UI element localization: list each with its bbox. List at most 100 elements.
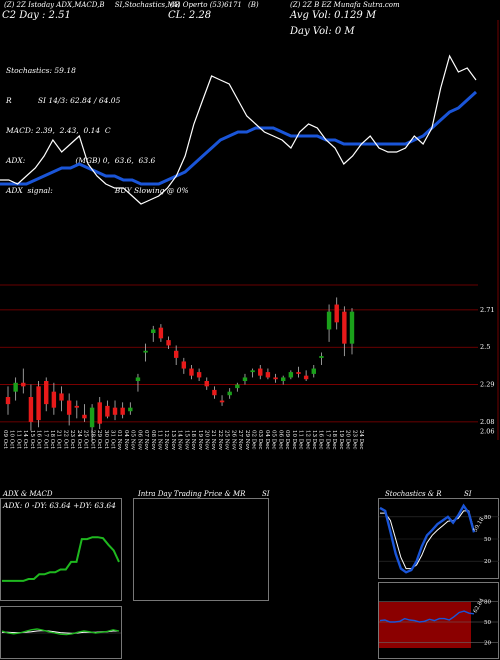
date-label: 12 Nov bbox=[163, 430, 169, 451]
candle-body bbox=[227, 391, 232, 396]
header-site: (Z) 2Z B EZ Munafa Sutra.com bbox=[290, 1, 400, 9]
price-axis-label: 2.5 bbox=[480, 343, 490, 351]
date-label: 08 Nov bbox=[150, 430, 156, 451]
date-label: 27 Nov bbox=[237, 430, 243, 451]
intraday-panel bbox=[133, 498, 269, 601]
date-label: 24 Dec bbox=[358, 430, 364, 450]
date-label: 11 Dec bbox=[298, 430, 304, 450]
date-label: 11 Nov bbox=[157, 430, 163, 451]
candle-body bbox=[235, 384, 240, 389]
date-label: 10 Dec bbox=[291, 430, 297, 450]
candle-body bbox=[281, 377, 286, 381]
header-day-vol: Day Vol: 0 M bbox=[290, 26, 355, 37]
date-label: 13 Nov bbox=[170, 430, 176, 451]
white-price-line bbox=[0, 54, 477, 205]
stoch-panel-title: Stochastics & R bbox=[385, 490, 442, 498]
stoch-axis-label: 80 bbox=[484, 515, 491, 521]
date-label: 14 Nov bbox=[177, 430, 183, 451]
date-label: 22 Oct bbox=[63, 430, 69, 449]
date-label: 16 Oct bbox=[36, 430, 42, 449]
header-close: CL: 2.28 bbox=[168, 10, 212, 21]
stoch-panel-bg bbox=[378, 498, 499, 579]
rsi-axis-label: 50 bbox=[484, 620, 491, 626]
date-label: 18 Dec bbox=[331, 430, 337, 450]
candle-body bbox=[112, 407, 118, 415]
date-label: 16 Dec bbox=[318, 430, 324, 450]
candle-body bbox=[189, 368, 194, 376]
date-label: 29 Nov bbox=[244, 430, 250, 451]
candle-body bbox=[303, 375, 309, 380]
candle-body bbox=[311, 368, 316, 374]
candle-body bbox=[212, 389, 217, 396]
candle-body bbox=[166, 340, 171, 346]
stats-macd: MACD: 2.39, 2.43, 0.14 C bbox=[6, 126, 111, 135]
candle-body bbox=[265, 372, 271, 378]
date-label: 31 Oct bbox=[110, 430, 116, 449]
header-day-close: C2 Day : 2.51 bbox=[2, 10, 71, 21]
date-label: 28 Oct bbox=[89, 430, 95, 449]
stoch-slow-line bbox=[380, 510, 475, 570]
candle-body bbox=[36, 386, 41, 421]
date-label: 04 Dec bbox=[264, 430, 270, 450]
date-label: 20 Nov bbox=[204, 430, 210, 451]
price-axis-label: 2.06 bbox=[480, 427, 494, 435]
date-label: 29 Oct bbox=[96, 430, 102, 449]
candle-body bbox=[219, 400, 225, 403]
date-label: 04 Nov bbox=[123, 430, 129, 451]
candle-body bbox=[89, 407, 95, 428]
price-chart: 2.712.52.292.082.06 09 Oct 10 Oct 11 Oct 14… bbox=[0, 20, 499, 451]
date-label: 25 Oct bbox=[83, 430, 89, 449]
date-label: 15 Nov bbox=[183, 430, 189, 451]
date-label: 17 Oct bbox=[42, 430, 48, 449]
date-label: 06 Nov bbox=[136, 430, 142, 451]
date-label: 18 Nov bbox=[190, 430, 196, 451]
rsi-fill bbox=[379, 602, 471, 648]
date-label: 01 Nov bbox=[116, 430, 122, 451]
date-label: 05 Nov bbox=[130, 430, 136, 451]
rsi-line bbox=[379, 610, 475, 623]
candle-body bbox=[135, 377, 141, 381]
stats-adx-signal: ADX signal: BUY Slowing @ 0% bbox=[6, 186, 189, 195]
candle-body bbox=[258, 368, 263, 376]
stats-adx: ADX: (MGB) 0, 63.6, 63.6 bbox=[6, 156, 156, 165]
date-label: 09 Dec bbox=[284, 430, 290, 450]
candle-body bbox=[242, 377, 248, 381]
date-label: 17 Dec bbox=[324, 430, 330, 450]
adx-readout: ADX: 0 -DY: 63.64 +DY: 63.64 bbox=[2, 501, 116, 510]
date-label: 05 Dec bbox=[271, 430, 277, 450]
date-label: 23 Dec bbox=[351, 430, 357, 450]
date-label: 25 Nov bbox=[224, 430, 230, 451]
date-label: 03 Dec bbox=[257, 430, 263, 450]
date-label: 19 Nov bbox=[197, 430, 203, 451]
candle-body bbox=[326, 311, 332, 330]
intraday-panel-si: SI bbox=[262, 490, 270, 498]
header-b: (B) bbox=[248, 1, 259, 9]
price-axis-label: 2.71 bbox=[480, 306, 494, 314]
candle-body bbox=[82, 414, 87, 419]
candle-body bbox=[151, 329, 156, 333]
candle-body bbox=[181, 361, 187, 369]
candle-body bbox=[105, 405, 110, 417]
candle-body bbox=[120, 407, 125, 415]
date-label: 12 Dec bbox=[304, 430, 310, 450]
date-label: 02 Dec bbox=[251, 430, 257, 450]
stats-rsi: R SI 14/3: 62.84 / 64.05 bbox=[6, 96, 121, 105]
date-label: 09 Oct bbox=[2, 430, 8, 449]
candle-body bbox=[59, 393, 64, 401]
candle-body bbox=[196, 372, 202, 378]
adx-panel-title: ADX & MACD bbox=[3, 490, 53, 498]
candle-body bbox=[13, 382, 18, 392]
candle-body bbox=[5, 397, 11, 405]
candle-body bbox=[173, 350, 179, 358]
candle-body bbox=[143, 350, 148, 353]
candle-body bbox=[349, 311, 355, 344]
date-label: 14 Oct bbox=[22, 430, 28, 449]
date-label: 11 Oct bbox=[15, 430, 21, 449]
candle-body bbox=[250, 370, 255, 373]
candle-body bbox=[288, 372, 294, 378]
date-label: 21 Nov bbox=[210, 430, 216, 451]
rsi-axis-label: 20 bbox=[484, 640, 491, 646]
candle-body bbox=[74, 405, 79, 408]
candle-body bbox=[273, 377, 278, 380]
